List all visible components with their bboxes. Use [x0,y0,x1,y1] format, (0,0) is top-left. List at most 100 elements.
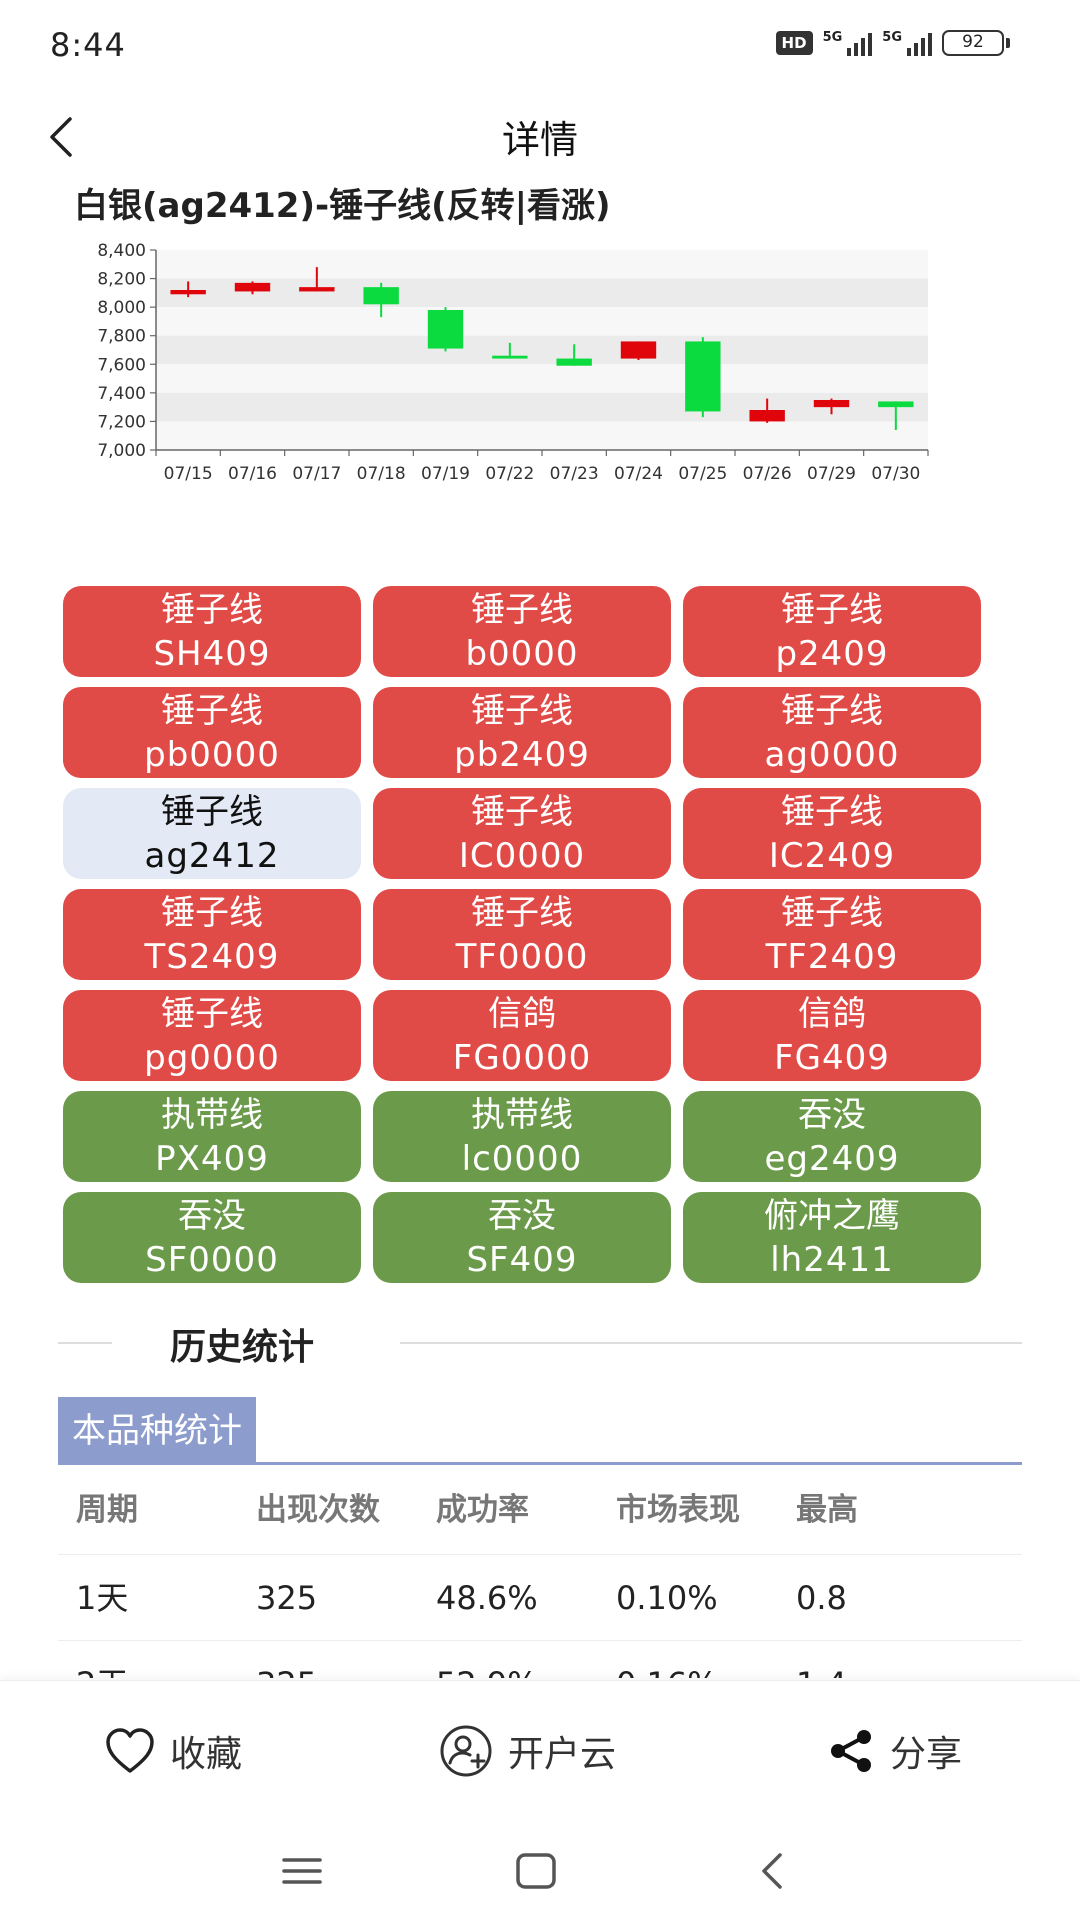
pattern-button[interactable]: 锤子线 pb2409 [373,687,671,778]
table-cell: 48.6% [436,1579,538,1617]
table-header-row: 周期 出现次数 成功率 市场表现 最高 [58,1466,1022,1554]
column-header: 周期 [76,1492,138,1528]
pattern-button[interactable]: 锤子线 b0000 [373,586,671,677]
pattern-code: pb2409 [454,734,590,775]
pattern-button[interactable]: 信鸽 FG409 [683,990,981,1081]
column-header: 最高 [796,1492,858,1528]
signal-icon: 5G [823,30,873,56]
y-tick-label: 8,400 [97,241,146,261]
pattern-button[interactable]: 执带线 PX409 [63,1091,361,1182]
pattern-code: PX409 [155,1138,269,1179]
x-tick-label: 07/25 [678,464,727,484]
tab-this-variety[interactable]: 本品种统计 [58,1397,256,1465]
pattern-button[interactable]: 锤子线 pg0000 [63,990,361,1081]
divider-left [58,1342,112,1344]
grid-band [156,364,928,393]
pattern-button[interactable]: 俯冲之鹰 lh2411 [683,1192,981,1283]
pattern-button[interactable]: 吞没 eg2409 [683,1091,981,1182]
pattern-code: b0000 [465,633,579,674]
divider-right [400,1342,1022,1344]
pattern-name: 锤子线 [471,589,573,630]
candle-body [749,410,785,422]
pattern-code: SF0000 [145,1239,279,1280]
signal-icon-2: 5G [882,30,932,56]
candle-body [878,401,914,408]
pattern-grid: 锤子线 SH409 锤子线 b0000 锤子线 p2409 锤子线 pb0000 锤子线 pb24… [63,586,981,1283]
pattern-name: 锤子线 [471,690,573,731]
y-tick-label: 7,800 [97,327,146,347]
pattern-button[interactable]: 锤子线 SH409 [63,586,361,677]
home-square-icon [516,1853,556,1889]
pattern-button[interactable]: 锤子线 ag2412 [63,788,361,879]
back-button[interactable] [38,105,98,165]
table-cell: 0.10% [616,1579,718,1617]
chart-svg: 8,400 8,200 8,000 7,800 7,600 7,400 7,200 7,000… [97,241,929,484]
pattern-button[interactable]: 锤子线 p2409 [683,586,981,677]
status-bar: 8:44 HD 5G 5G 92 [0,0,1080,90]
x-tick-label: 07/23 [550,464,599,484]
candlestick-chart: 8,400 8,200 8,000 7,800 7,600 7,400 7,200 7,000… [60,236,940,496]
table-cell: 325 [256,1641,317,1678]
pattern-button[interactable]: 锤子线 IC2409 [683,788,981,879]
pattern-button[interactable]: 吞没 SF0000 [63,1192,361,1283]
pattern-button[interactable]: 吞没 SF409 [373,1192,671,1283]
y-tick-label: 7,600 [97,355,146,375]
pattern-name: 锤子线 [471,791,573,832]
pattern-code: SH409 [153,633,271,674]
pattern-name: 锤子线 [781,690,883,731]
table-cell: 325 [256,1579,318,1617]
pattern-button[interactable]: 锤子线 TS2409 [63,889,361,980]
back-arrow-icon [762,1853,782,1889]
pattern-name: 锤子线 [161,892,263,933]
menu-button[interactable] [272,1846,332,1896]
pattern-name: 锤子线 [471,892,573,933]
favorite-button[interactable]: 收藏 [104,1721,242,1781]
share-icon [831,1730,871,1772]
y-tick-label: 7,200 [97,412,146,432]
action-bar: 收藏 开户云 分享 [0,1680,1080,1820]
status-time: 8:44 [50,26,126,64]
pattern-code: SF409 [466,1239,578,1280]
pattern-name: 锤子线 [161,589,263,630]
candle-body [556,358,592,366]
y-tick-label: 8,200 [97,270,146,290]
pattern-button[interactable]: 锤子线 TF0000 [373,889,671,980]
pattern-button[interactable]: 锤子线 TF2409 [683,889,981,980]
candle-body [234,282,271,292]
pattern-button[interactable]: 锤子线 ag0000 [683,687,981,778]
y-tick-label: 7,400 [97,384,146,404]
pattern-code: pg0000 [144,1037,280,1078]
pattern-code: IC2409 [768,835,896,876]
pattern-code: eg2409 [764,1138,900,1179]
pattern-name: 吞没 [178,1195,246,1236]
pattern-button[interactable]: 信鸽 FG0000 [373,990,671,1081]
pattern-code: TF0000 [455,936,589,977]
x-tick-label: 07/19 [421,464,470,484]
user-add-icon [440,1725,492,1777]
x-tick-label: 07/15 [164,464,213,484]
candle-body [427,310,464,349]
column-header: 成功率 [436,1492,529,1528]
table-cell: 2天 [76,1641,128,1678]
x-tick-label: 07/18 [357,464,406,484]
candle-body [299,287,335,292]
pattern-code: FG409 [774,1037,890,1078]
pattern-code: lh2411 [770,1239,894,1280]
pattern-code: FG0000 [452,1037,592,1078]
grid-band [156,335,928,365]
pattern-code: TS2409 [144,936,280,977]
grid-band [156,278,928,308]
hd-icon: HD [775,31,813,55]
pattern-button[interactable]: 执带线 lc0000 [373,1091,671,1182]
home-button[interactable] [506,1846,566,1896]
system-back-button[interactable] [742,1846,802,1896]
pattern-button[interactable]: 锤子线 pb0000 [63,687,361,778]
header: 详情 [0,95,1080,175]
open-account-label: 开户云 [508,1734,617,1775]
pattern-name: 俯冲之鹰 [764,1195,900,1236]
x-tick-label: 07/29 [807,464,856,484]
table-cell: 0.16% [616,1641,718,1678]
share-button[interactable]: 分享 [826,1721,962,1781]
open-account-button[interactable]: 开户云 [438,1721,616,1781]
pattern-button[interactable]: 锤子线 IC0000 [373,788,671,879]
